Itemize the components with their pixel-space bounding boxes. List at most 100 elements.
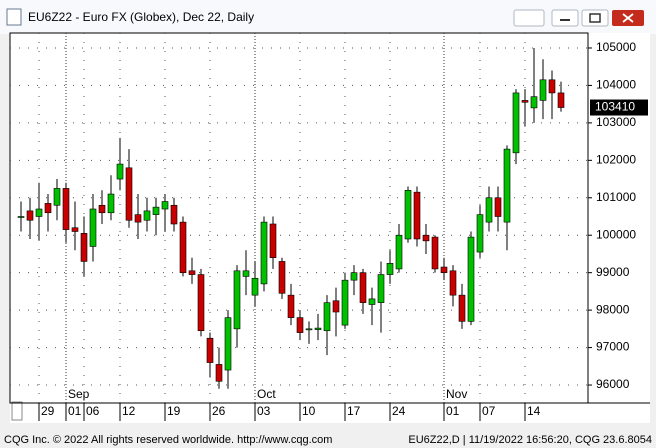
candle-body [395,234,403,270]
candle-body [350,272,358,281]
last-price-label: 103410 [595,100,635,114]
candle-body [458,294,466,322]
candle-body [404,189,412,240]
minimize-button[interactable] [551,9,579,27]
candle-body [296,317,304,333]
x-tick-label: 17 [347,404,361,418]
candle-body [512,92,520,154]
x-tick-label: 14 [527,404,541,418]
last-price-box [590,99,648,116]
y-tick-label: 104000 [596,78,636,92]
candle-body [332,300,340,313]
candle-body [179,221,187,273]
candle-body [341,279,349,326]
candle-body [521,100,529,103]
candle-body [260,221,268,285]
x-tick-label: 07 [482,404,496,418]
footer-right: EU6Z22,D | 11/19/2022 16:56:20, CQG 23.6… [408,434,652,446]
y-tick-label: 96000 [596,377,630,391]
candle-body [440,266,448,273]
candle-body [44,203,52,214]
candle-body [467,236,475,322]
candle-body [80,233,88,262]
candle-body [17,216,25,218]
x-tick-label: 06 [86,404,100,418]
x-tick-label: 26 [212,404,226,418]
candle-body [422,234,430,242]
candle-body [548,79,556,94]
x-tick-label: 10 [302,404,316,418]
candle-body [386,263,394,275]
x-tick-label: 24 [392,404,406,418]
candle-body [197,274,205,332]
candle-body [71,227,79,232]
month-label: Oct [257,387,276,401]
candle-body [377,274,385,303]
close-icon [622,13,634,23]
candle-body [170,204,178,225]
candle-body [413,191,421,240]
candle-body [494,197,502,217]
window-title: EU6Z22 - Euro FX (Globex), Dec 22, Daily [28,10,254,24]
candle-body [323,302,331,332]
footer-left: CQG Inc. © 2022 All rights reserved worl… [4,434,332,446]
candle-body [314,327,322,330]
maximize-icon [589,13,601,23]
candle-body [26,210,34,221]
link-button[interactable] [513,9,545,27]
candle-body [485,197,493,223]
x-tick-label: 01 [68,404,82,418]
candle-body [359,272,367,303]
maximize-button[interactable] [581,9,609,27]
y-tick-label: 98000 [596,302,630,316]
y-tick-label: 97000 [596,340,630,354]
x-tick-label: 01 [446,404,460,418]
candle-body [530,96,538,109]
candle-body [125,167,133,221]
candle-body [368,298,376,305]
candle-body [89,208,97,247]
month-label: Nov [446,387,467,401]
candle-body [62,188,70,230]
title-bar [0,0,656,34]
candle-body [269,223,277,258]
candle-body [449,270,457,296]
candle-body [242,270,250,277]
app-icon [6,8,22,26]
y-tick-label: 100000 [596,227,636,241]
candle-body [305,328,313,331]
scroll-box[interactable] [11,401,23,421]
candle-body [476,214,484,253]
y-tick-label: 101000 [596,190,636,204]
x-tick-label: 19 [167,404,181,418]
candle-body [206,337,214,363]
y-tick-label: 103000 [596,115,636,129]
candle-body [431,236,439,270]
y-tick-label: 99000 [596,265,630,279]
candle-body [215,364,223,382]
candle-body [557,92,565,108]
candle-body [35,208,43,217]
candle-body [134,214,142,223]
candle-body [161,201,169,210]
month-label: Sep [68,387,90,401]
x-tick-label: 12 [122,404,136,418]
y-tick-label: 102000 [596,152,636,166]
candle-body [278,261,286,294]
candle-body [287,294,295,318]
candle-body [233,270,241,330]
status-bar [0,430,656,448]
candle-body [188,270,196,275]
candle-body [53,188,61,206]
candle-body [224,317,232,371]
y-tick-label: 105000 [596,40,636,54]
candle-body [503,148,511,223]
candle-body [152,206,160,215]
x-tick-label: 29 [41,404,55,418]
candle-body [251,277,259,296]
candle-body [98,204,106,214]
candle-body [143,210,151,221]
candle-body [539,79,547,101]
candle-body [116,163,124,180]
